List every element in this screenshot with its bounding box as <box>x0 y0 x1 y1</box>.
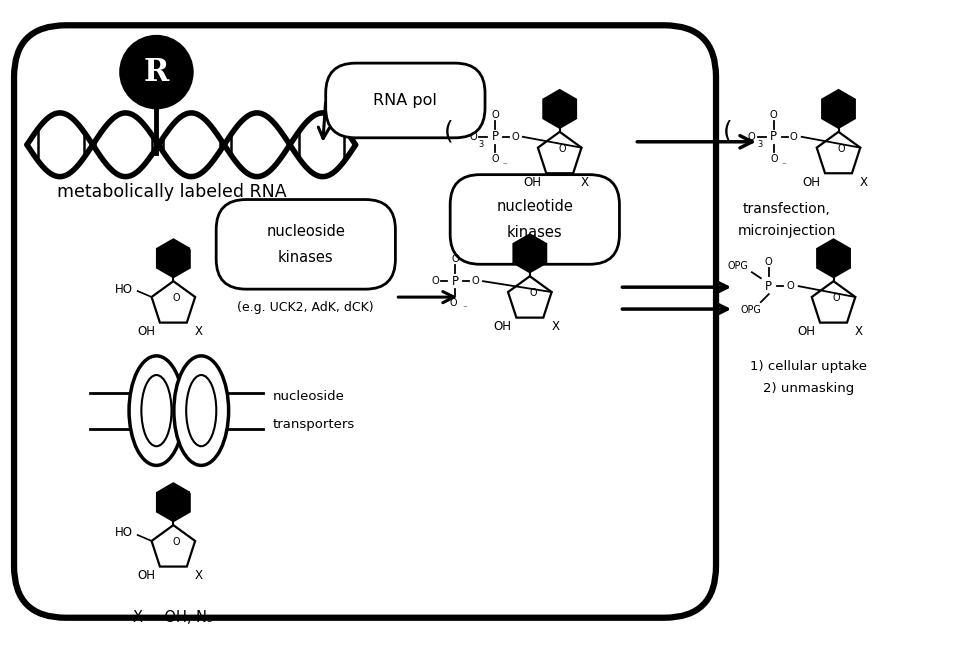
Text: X: X <box>859 176 868 189</box>
Text: O: O <box>491 110 499 120</box>
Text: OH: OH <box>797 325 815 338</box>
Text: P: P <box>770 130 777 143</box>
Text: OPG: OPG <box>727 262 749 271</box>
Text: X: X <box>551 320 560 333</box>
Text: OPG: OPG <box>741 305 761 315</box>
Text: 3: 3 <box>478 140 484 149</box>
Circle shape <box>121 36 192 108</box>
Text: O: O <box>451 254 459 264</box>
Polygon shape <box>817 239 850 277</box>
Text: O: O <box>787 281 795 291</box>
Text: O: O <box>770 154 777 164</box>
Ellipse shape <box>141 375 171 447</box>
Text: HO: HO <box>115 526 132 539</box>
Ellipse shape <box>186 375 217 447</box>
Text: X: X <box>195 325 203 338</box>
Text: OH: OH <box>802 176 820 189</box>
Text: X = OH, N₃: X = OH, N₃ <box>133 610 214 625</box>
Text: R: R <box>144 56 170 88</box>
Text: nucleoside: nucleoside <box>267 224 345 239</box>
Text: O: O <box>770 110 778 120</box>
Text: OH: OH <box>493 320 512 333</box>
Polygon shape <box>543 90 576 128</box>
Text: metabolically labeled RNA: metabolically labeled RNA <box>57 182 286 201</box>
Polygon shape <box>822 90 855 128</box>
Text: nucleotide: nucleotide <box>496 199 573 214</box>
Text: 2) unmasking: 2) unmasking <box>763 382 855 395</box>
Text: transporters: transporters <box>273 418 355 431</box>
Text: OH: OH <box>137 569 155 582</box>
Text: O: O <box>172 293 180 303</box>
Text: ⁻: ⁻ <box>463 304 467 313</box>
Text: X: X <box>855 325 863 338</box>
Polygon shape <box>157 239 190 277</box>
FancyBboxPatch shape <box>325 63 485 138</box>
Text: kinases: kinases <box>278 250 333 265</box>
Text: (: ( <box>444 120 454 144</box>
Text: (: ( <box>723 120 733 144</box>
Text: P: P <box>452 275 459 288</box>
Text: OH: OH <box>523 176 541 189</box>
Text: O: O <box>491 154 499 164</box>
Text: O: O <box>790 132 798 142</box>
Text: O: O <box>838 144 845 154</box>
Text: O: O <box>833 293 840 303</box>
Text: 3: 3 <box>758 140 762 149</box>
Text: microinjection: microinjection <box>738 225 836 238</box>
Text: O: O <box>431 276 439 286</box>
Text: HO: HO <box>115 282 132 295</box>
Polygon shape <box>514 234 546 272</box>
Text: O: O <box>471 276 479 286</box>
Ellipse shape <box>173 356 228 465</box>
Text: nucleoside: nucleoside <box>273 390 345 403</box>
Text: O: O <box>529 288 537 298</box>
Text: ⁻: ⁻ <box>503 161 508 170</box>
Text: O: O <box>469 132 477 142</box>
Ellipse shape <box>129 356 184 465</box>
FancyBboxPatch shape <box>217 199 395 289</box>
Text: OH: OH <box>137 325 155 338</box>
Text: (e.g. UCK2, AdK, dCK): (e.g. UCK2, AdK, dCK) <box>237 300 374 313</box>
Text: X: X <box>195 569 203 582</box>
Text: transfection,: transfection, <box>743 202 831 217</box>
Text: O: O <box>748 132 756 142</box>
Text: P: P <box>492 130 499 143</box>
Text: 1) cellular uptake: 1) cellular uptake <box>750 360 867 373</box>
Text: O: O <box>172 537 180 547</box>
Text: kinases: kinases <box>507 225 563 240</box>
FancyBboxPatch shape <box>14 25 716 618</box>
Text: P: P <box>765 280 772 293</box>
Text: ⁻: ⁻ <box>781 161 786 170</box>
Text: O: O <box>559 144 566 154</box>
Text: O: O <box>450 298 457 308</box>
Text: O: O <box>765 257 772 267</box>
Text: O: O <box>511 132 518 142</box>
Polygon shape <box>157 484 190 521</box>
FancyBboxPatch shape <box>450 175 619 264</box>
Text: X: X <box>581 176 589 189</box>
Text: RNA pol: RNA pol <box>373 93 437 108</box>
